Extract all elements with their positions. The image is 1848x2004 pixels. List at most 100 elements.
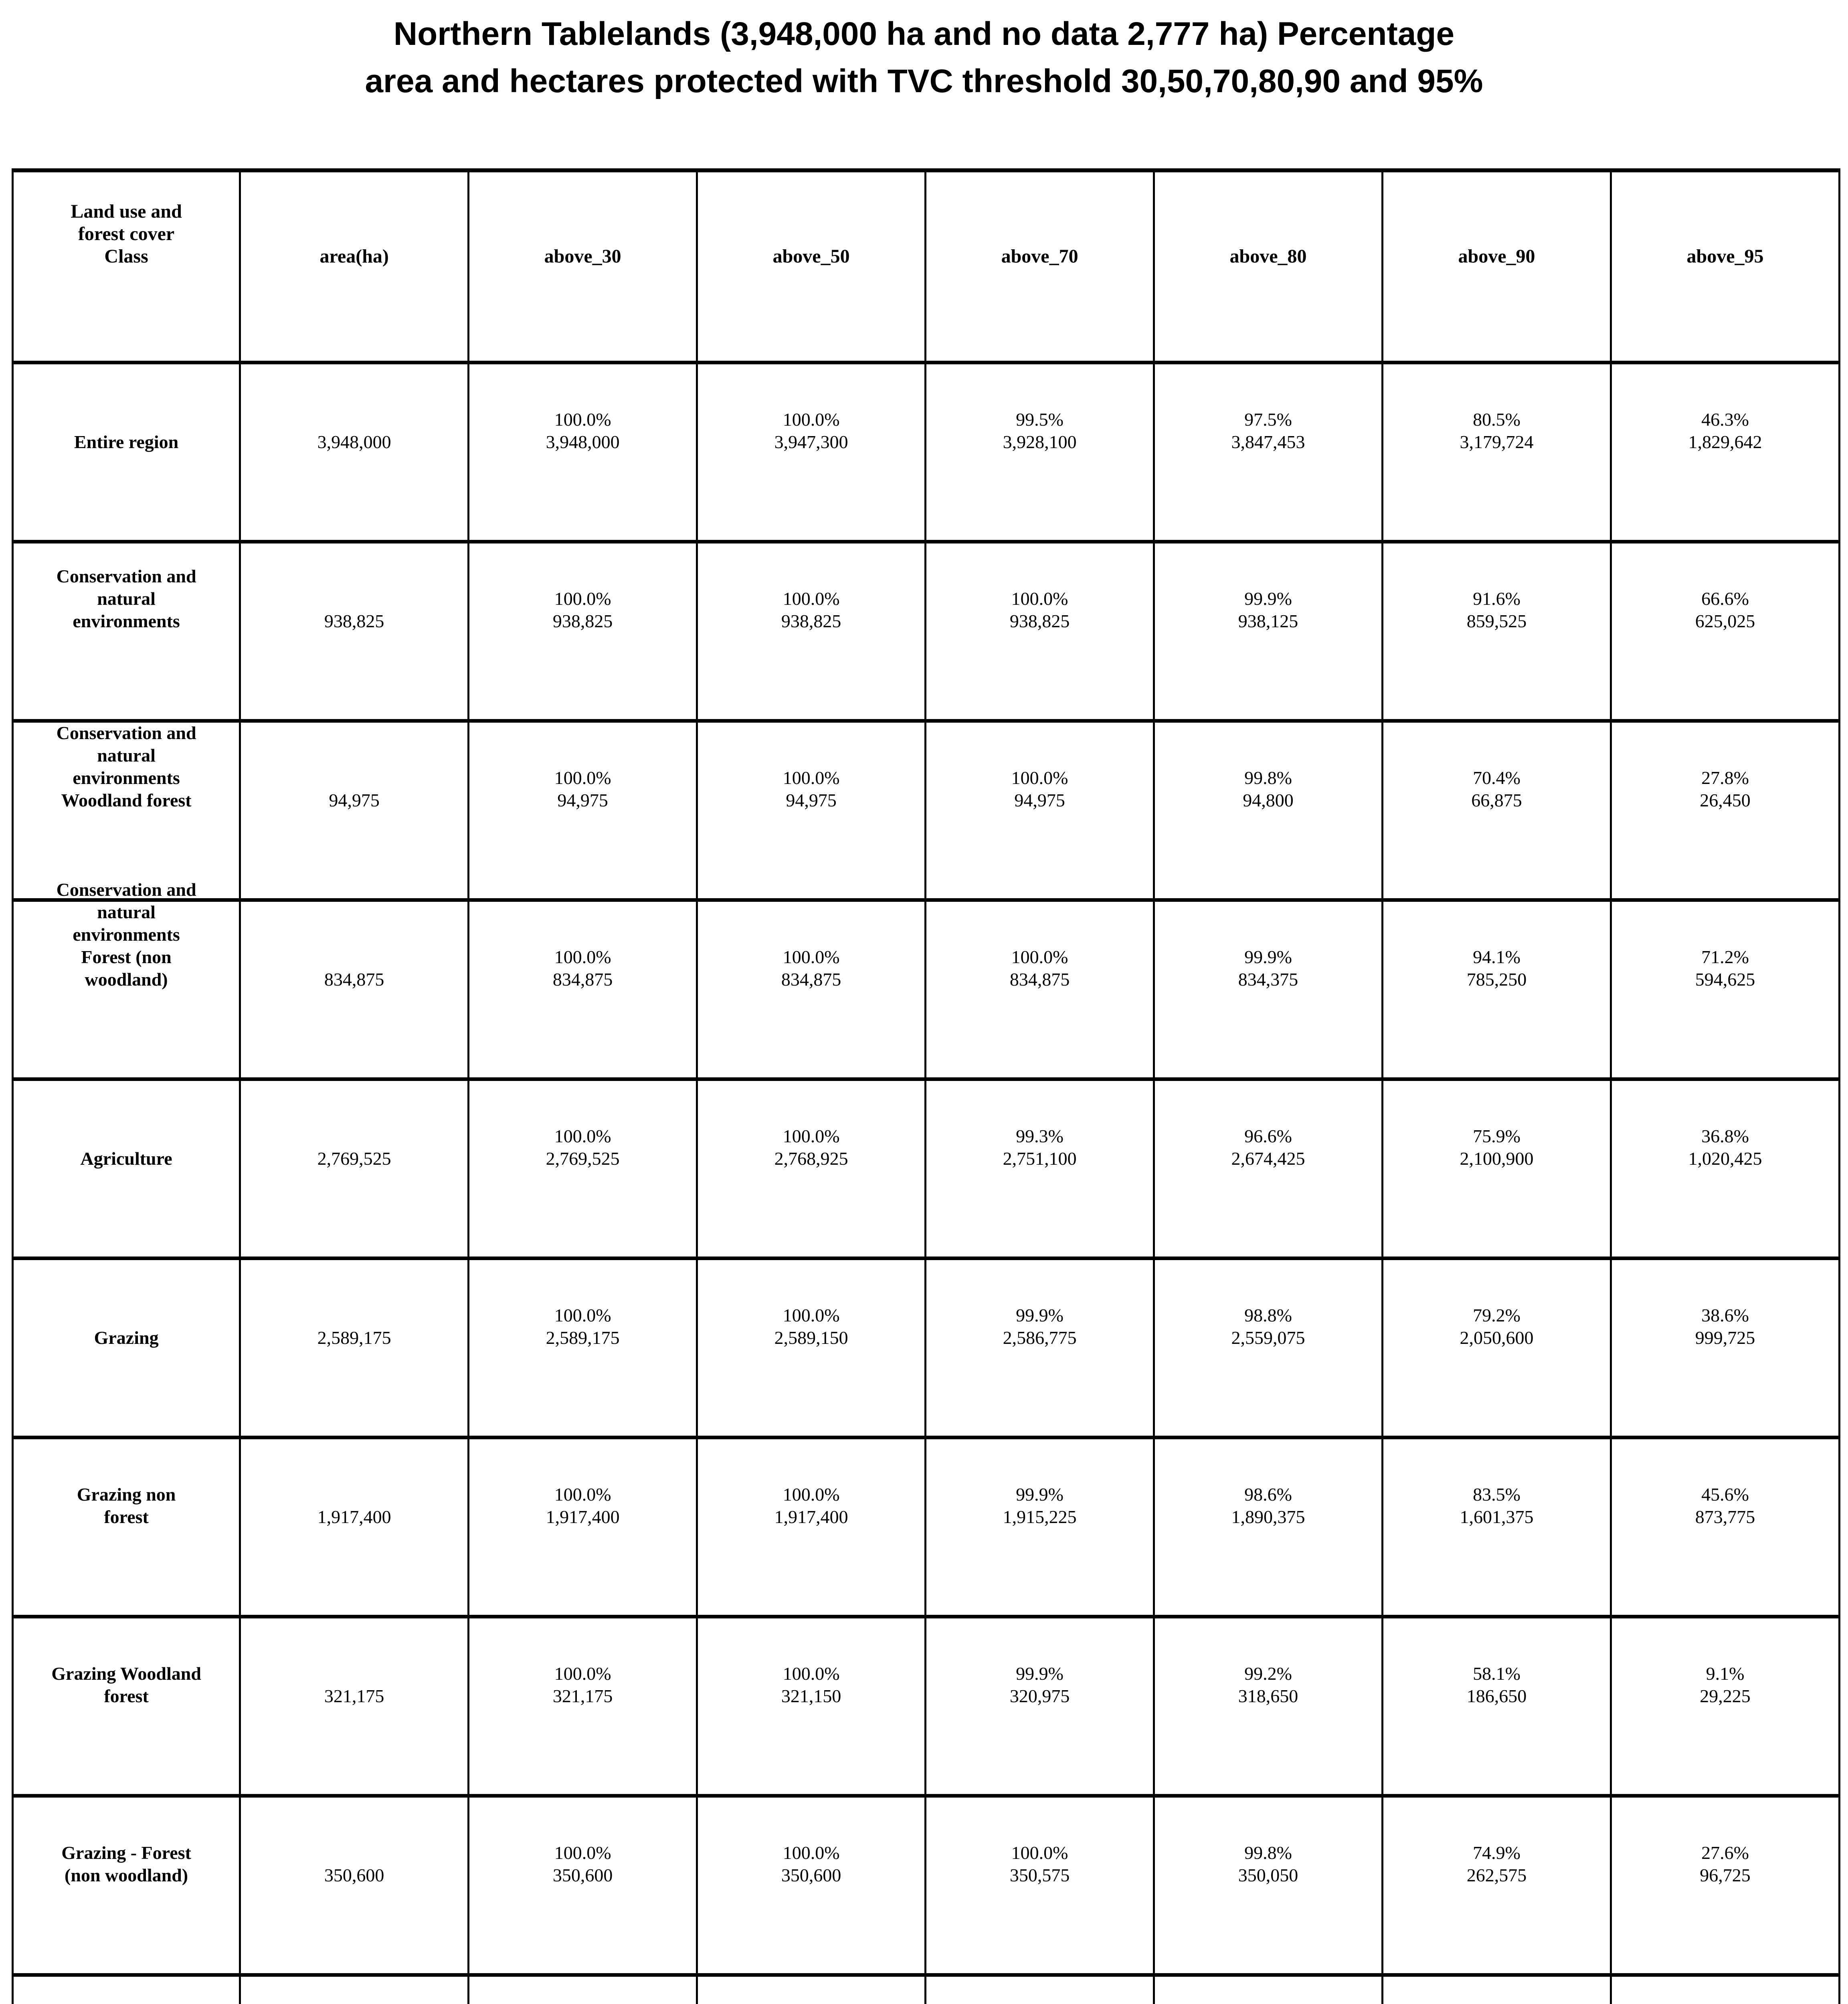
header-label: area(ha) bbox=[319, 246, 389, 267]
area-cell: 1,917,400 bbox=[239, 1439, 467, 1615]
area-cell-content: 321,175 bbox=[244, 1685, 464, 1707]
above-cell: 27.8% 26,450 bbox=[1610, 723, 1838, 898]
area-cell-content: 2,589,175 bbox=[244, 1327, 464, 1349]
hectares-value: 321,175 bbox=[552, 1686, 613, 1706]
above-cell-content: 100.0% 834,875 bbox=[473, 946, 693, 991]
above-cell: 100.0% 350,600 bbox=[467, 1798, 696, 1973]
hectares-value: 2,768,925 bbox=[774, 1148, 848, 1169]
hectares-value: 999,725 bbox=[1695, 1327, 1755, 1348]
row-label-line: environments bbox=[73, 768, 180, 788]
percent-value: 100.0% bbox=[782, 1484, 840, 1505]
page-title-line2: area and hectares protected with TVC thr… bbox=[365, 63, 1483, 99]
table-row: Cropping172,625100.0%172,62599.8%172,250… bbox=[14, 1973, 1838, 2004]
row-label-line: Agriculture bbox=[80, 1148, 172, 1169]
hectares-value: 3,179,724 bbox=[1460, 432, 1534, 452]
header-cell-content: above_70 bbox=[930, 245, 1150, 268]
above-cell: 100.0% 834,875 bbox=[696, 902, 924, 1077]
hectares-value: 834,375 bbox=[1238, 969, 1298, 990]
hectares-value: 2,050,600 bbox=[1460, 1327, 1534, 1348]
above-cell-content: 100.0% 350,575 bbox=[930, 1842, 1150, 1887]
percent-value: 100.0% bbox=[554, 1663, 611, 1684]
above-cell: 100.0% 834,875 bbox=[467, 902, 696, 1077]
area-cell: 350,600 bbox=[239, 1798, 467, 1973]
area-value: 1,917,400 bbox=[317, 1507, 391, 1527]
percent-value: 27.6% bbox=[1701, 1842, 1749, 1863]
above-cell-content: 45.6% 873,775 bbox=[1615, 1483, 1835, 1528]
above-cell-content: 99.8% 94,800 bbox=[1158, 767, 1378, 812]
table-row: Grazing non forest 1,917,400 100.0% 1,917,40… bbox=[14, 1436, 1838, 1615]
percent-value: 94.1% bbox=[1473, 947, 1520, 967]
above-cell: 64.5%111,275 bbox=[1153, 1977, 1381, 2004]
percent-value: 97.5% bbox=[1244, 409, 1292, 430]
above-cell: 99.9% 1,915,225 bbox=[924, 1439, 1153, 1615]
area-value: 2,769,525 bbox=[317, 1148, 391, 1169]
header-cell-area(ha): area(ha) bbox=[239, 172, 467, 361]
row-label-cell: Grazing - Forest (non woodland) bbox=[14, 1798, 239, 1973]
hectares-value: 594,625 bbox=[1695, 969, 1755, 990]
percent-value: 100.0% bbox=[782, 768, 840, 788]
hectares-value: 2,589,150 bbox=[774, 1327, 848, 1348]
hectares-value: 1,915,225 bbox=[1003, 1507, 1077, 1527]
hectares-value: 1,601,375 bbox=[1460, 1507, 1534, 1527]
above-cell-content: 99.9% 320,975 bbox=[930, 1663, 1150, 1707]
hectares-value: 350,600 bbox=[781, 1865, 841, 1885]
above-cell: 100.0% 321,150 bbox=[696, 1618, 924, 1794]
percent-value: 66.6% bbox=[1701, 588, 1749, 609]
above-cell-content: 58.1% 186,650 bbox=[1387, 1663, 1607, 1707]
row-label-line: Grazing Woodland bbox=[51, 1663, 201, 1684]
above-cell-content: 100.0% 834,875 bbox=[930, 946, 1150, 991]
header-label: above_50 bbox=[772, 246, 850, 267]
above-cell-content: 100.0% 2,768,925 bbox=[701, 1125, 921, 1170]
percent-value: 99.2% bbox=[1244, 1663, 1292, 1684]
row-label-line: Forest (non bbox=[81, 947, 172, 967]
header-cell-above_50: above_50 bbox=[696, 172, 924, 361]
percent-value: 100.0% bbox=[782, 588, 840, 609]
above-cell: 97.5% 3,847,453 bbox=[1153, 364, 1381, 540]
area-value: 938,825 bbox=[324, 611, 384, 631]
percent-value: 98.8% bbox=[1244, 1305, 1292, 1325]
row-label: Grazing - Forest (non woodland) bbox=[17, 1842, 236, 1887]
area-cell: 94,975 bbox=[239, 723, 467, 898]
percent-value: 100.0% bbox=[782, 947, 840, 967]
row-label: Conservation and natural environments Fores… bbox=[17, 879, 236, 991]
percent-value: 100.0% bbox=[1011, 947, 1068, 967]
above-cell-content: 74.9% 262,575 bbox=[1387, 1842, 1607, 1887]
above-cell-content: 36.8% 1,020,425 bbox=[1615, 1125, 1835, 1170]
row-label-line: natural bbox=[97, 745, 156, 766]
percent-value: 98.6% bbox=[1244, 1484, 1292, 1505]
row-label-cell: Agriculture bbox=[14, 1081, 239, 1257]
percent-value: 99.5% bbox=[1016, 409, 1064, 430]
percent-value: 91.6% bbox=[1473, 588, 1520, 609]
percent-value: 100.0% bbox=[554, 1305, 611, 1325]
above-cell: 45.6% 873,775 bbox=[1610, 1439, 1838, 1615]
header-cell-above_70: above_70 bbox=[924, 172, 1153, 361]
header-cell-content: above_95 bbox=[1615, 245, 1835, 268]
header-cell-content: above_30 bbox=[473, 245, 693, 268]
header-cell-class: Land use and forest cover Class bbox=[14, 172, 239, 361]
percent-value: 80.5% bbox=[1473, 409, 1520, 430]
hectares-value: 350,575 bbox=[1009, 1865, 1070, 1885]
area-cell-content: 938,825 bbox=[244, 610, 464, 632]
above-cell: 91.7%158,350 bbox=[924, 1977, 1153, 2004]
area-cell: 2,769,525 bbox=[239, 1081, 467, 1257]
above-cell-content: 99.3% 2,751,100 bbox=[930, 1125, 1150, 1170]
above-cell-content: 75.9% 2,100,900 bbox=[1387, 1125, 1607, 1170]
row-label-cell: Conservation and natural environments Woodl… bbox=[14, 723, 239, 898]
above-cell: 66.6% 625,025 bbox=[1610, 543, 1838, 719]
hectares-value: 2,589,175 bbox=[546, 1327, 620, 1348]
above-cell-content: 46.3% 1,829,642 bbox=[1615, 408, 1835, 453]
percent-value: 100.0% bbox=[554, 1842, 611, 1863]
above-cell: 27.6% 96,725 bbox=[1610, 1798, 1838, 1973]
area-cell-content: 834,875 bbox=[244, 968, 464, 991]
above-cell-content: 70.4% 66,875 bbox=[1387, 767, 1607, 812]
above-cell-content: 99.9% 2,586,775 bbox=[930, 1304, 1150, 1349]
above-cell-content: 79.2% 2,050,600 bbox=[1387, 1304, 1607, 1349]
row-label-cell: Entire region bbox=[14, 364, 239, 540]
area-cell: 321,175 bbox=[239, 1618, 467, 1794]
percent-value: 100.0% bbox=[782, 1663, 840, 1684]
above-cell: 11.8%20,425 bbox=[1610, 1977, 1838, 2004]
row-label: Grazing bbox=[17, 1327, 236, 1349]
row-label-line: Grazing - Forest bbox=[61, 1842, 191, 1863]
header-label-line: Class bbox=[104, 246, 148, 267]
above-cell-content: 99.8% 350,050 bbox=[1158, 1842, 1378, 1887]
